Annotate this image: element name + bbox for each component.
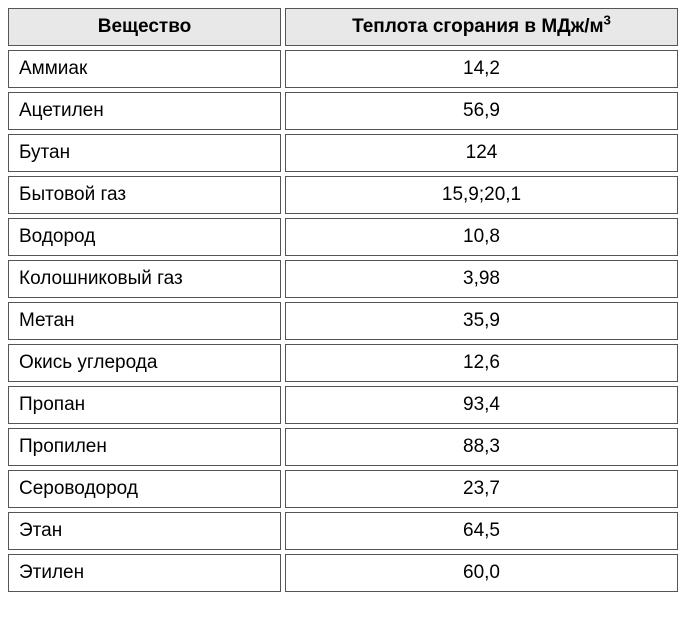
cell-substance: Этан [8,512,281,550]
cell-substance: Пропилен [8,428,281,466]
cell-value: 10,8 [285,218,678,256]
table-row: Пропилен 88,3 [8,428,678,466]
header-label: Теплота сгорания в МДж/м [352,16,603,37]
table-row: Колошниковый газ 3,98 [8,260,678,298]
table-body: Аммиак 14,2 Ацетилен 56,9 Бутан 124 Быто… [8,50,678,592]
cell-value: 12,6 [285,344,678,382]
table-row: Этан 64,5 [8,512,678,550]
cell-substance: Бутан [8,134,281,172]
table-row: Окись углерода 12,6 [8,344,678,382]
table-header-row: Вещество Теплота сгорания в МДж/м3 [8,8,678,46]
data-table: Вещество Теплота сгорания в МДж/м3 Аммиа… [4,4,682,596]
cell-value: 60,0 [285,554,678,592]
cell-value: 93,4 [285,386,678,424]
table-row: Пропан 93,4 [8,386,678,424]
cell-substance: Этилен [8,554,281,592]
cell-value: 14,2 [285,50,678,88]
table-row: Метан 35,9 [8,302,678,340]
table-row: Бытовой газ 15,9;20,1 [8,176,678,214]
table-row: Аммиак 14,2 [8,50,678,88]
cell-substance: Метан [8,302,281,340]
cell-substance: Окись углерода [8,344,281,382]
cell-value: 64,5 [285,512,678,550]
column-header-substance: Вещество [8,8,281,46]
cell-value: 35,9 [285,302,678,340]
header-label: Вещество [98,16,192,37]
cell-value: 56,9 [285,92,678,130]
combustion-heat-table: Вещество Теплота сгорания в МДж/м3 Аммиа… [4,4,682,596]
column-header-heat: Теплота сгорания в МДж/м3 [285,8,678,46]
cell-substance: Бытовой газ [8,176,281,214]
table-row: Ацетилен 56,9 [8,92,678,130]
cell-substance: Пропан [8,386,281,424]
cell-value: 124 [285,134,678,172]
cell-value: 15,9;20,1 [285,176,678,214]
table-row: Водород 10,8 [8,218,678,256]
table-row: Сероводород 23,7 [8,470,678,508]
cell-substance: Сероводород [8,470,281,508]
header-unit-sup: 3 [604,13,611,28]
cell-value: 88,3 [285,428,678,466]
cell-value: 3,98 [285,260,678,298]
cell-substance: Ацетилен [8,92,281,130]
cell-substance: Аммиак [8,50,281,88]
cell-substance: Водород [8,218,281,256]
table-row: Бутан 124 [8,134,678,172]
cell-value: 23,7 [285,470,678,508]
cell-substance: Колошниковый газ [8,260,281,298]
table-row: Этилен 60,0 [8,554,678,592]
